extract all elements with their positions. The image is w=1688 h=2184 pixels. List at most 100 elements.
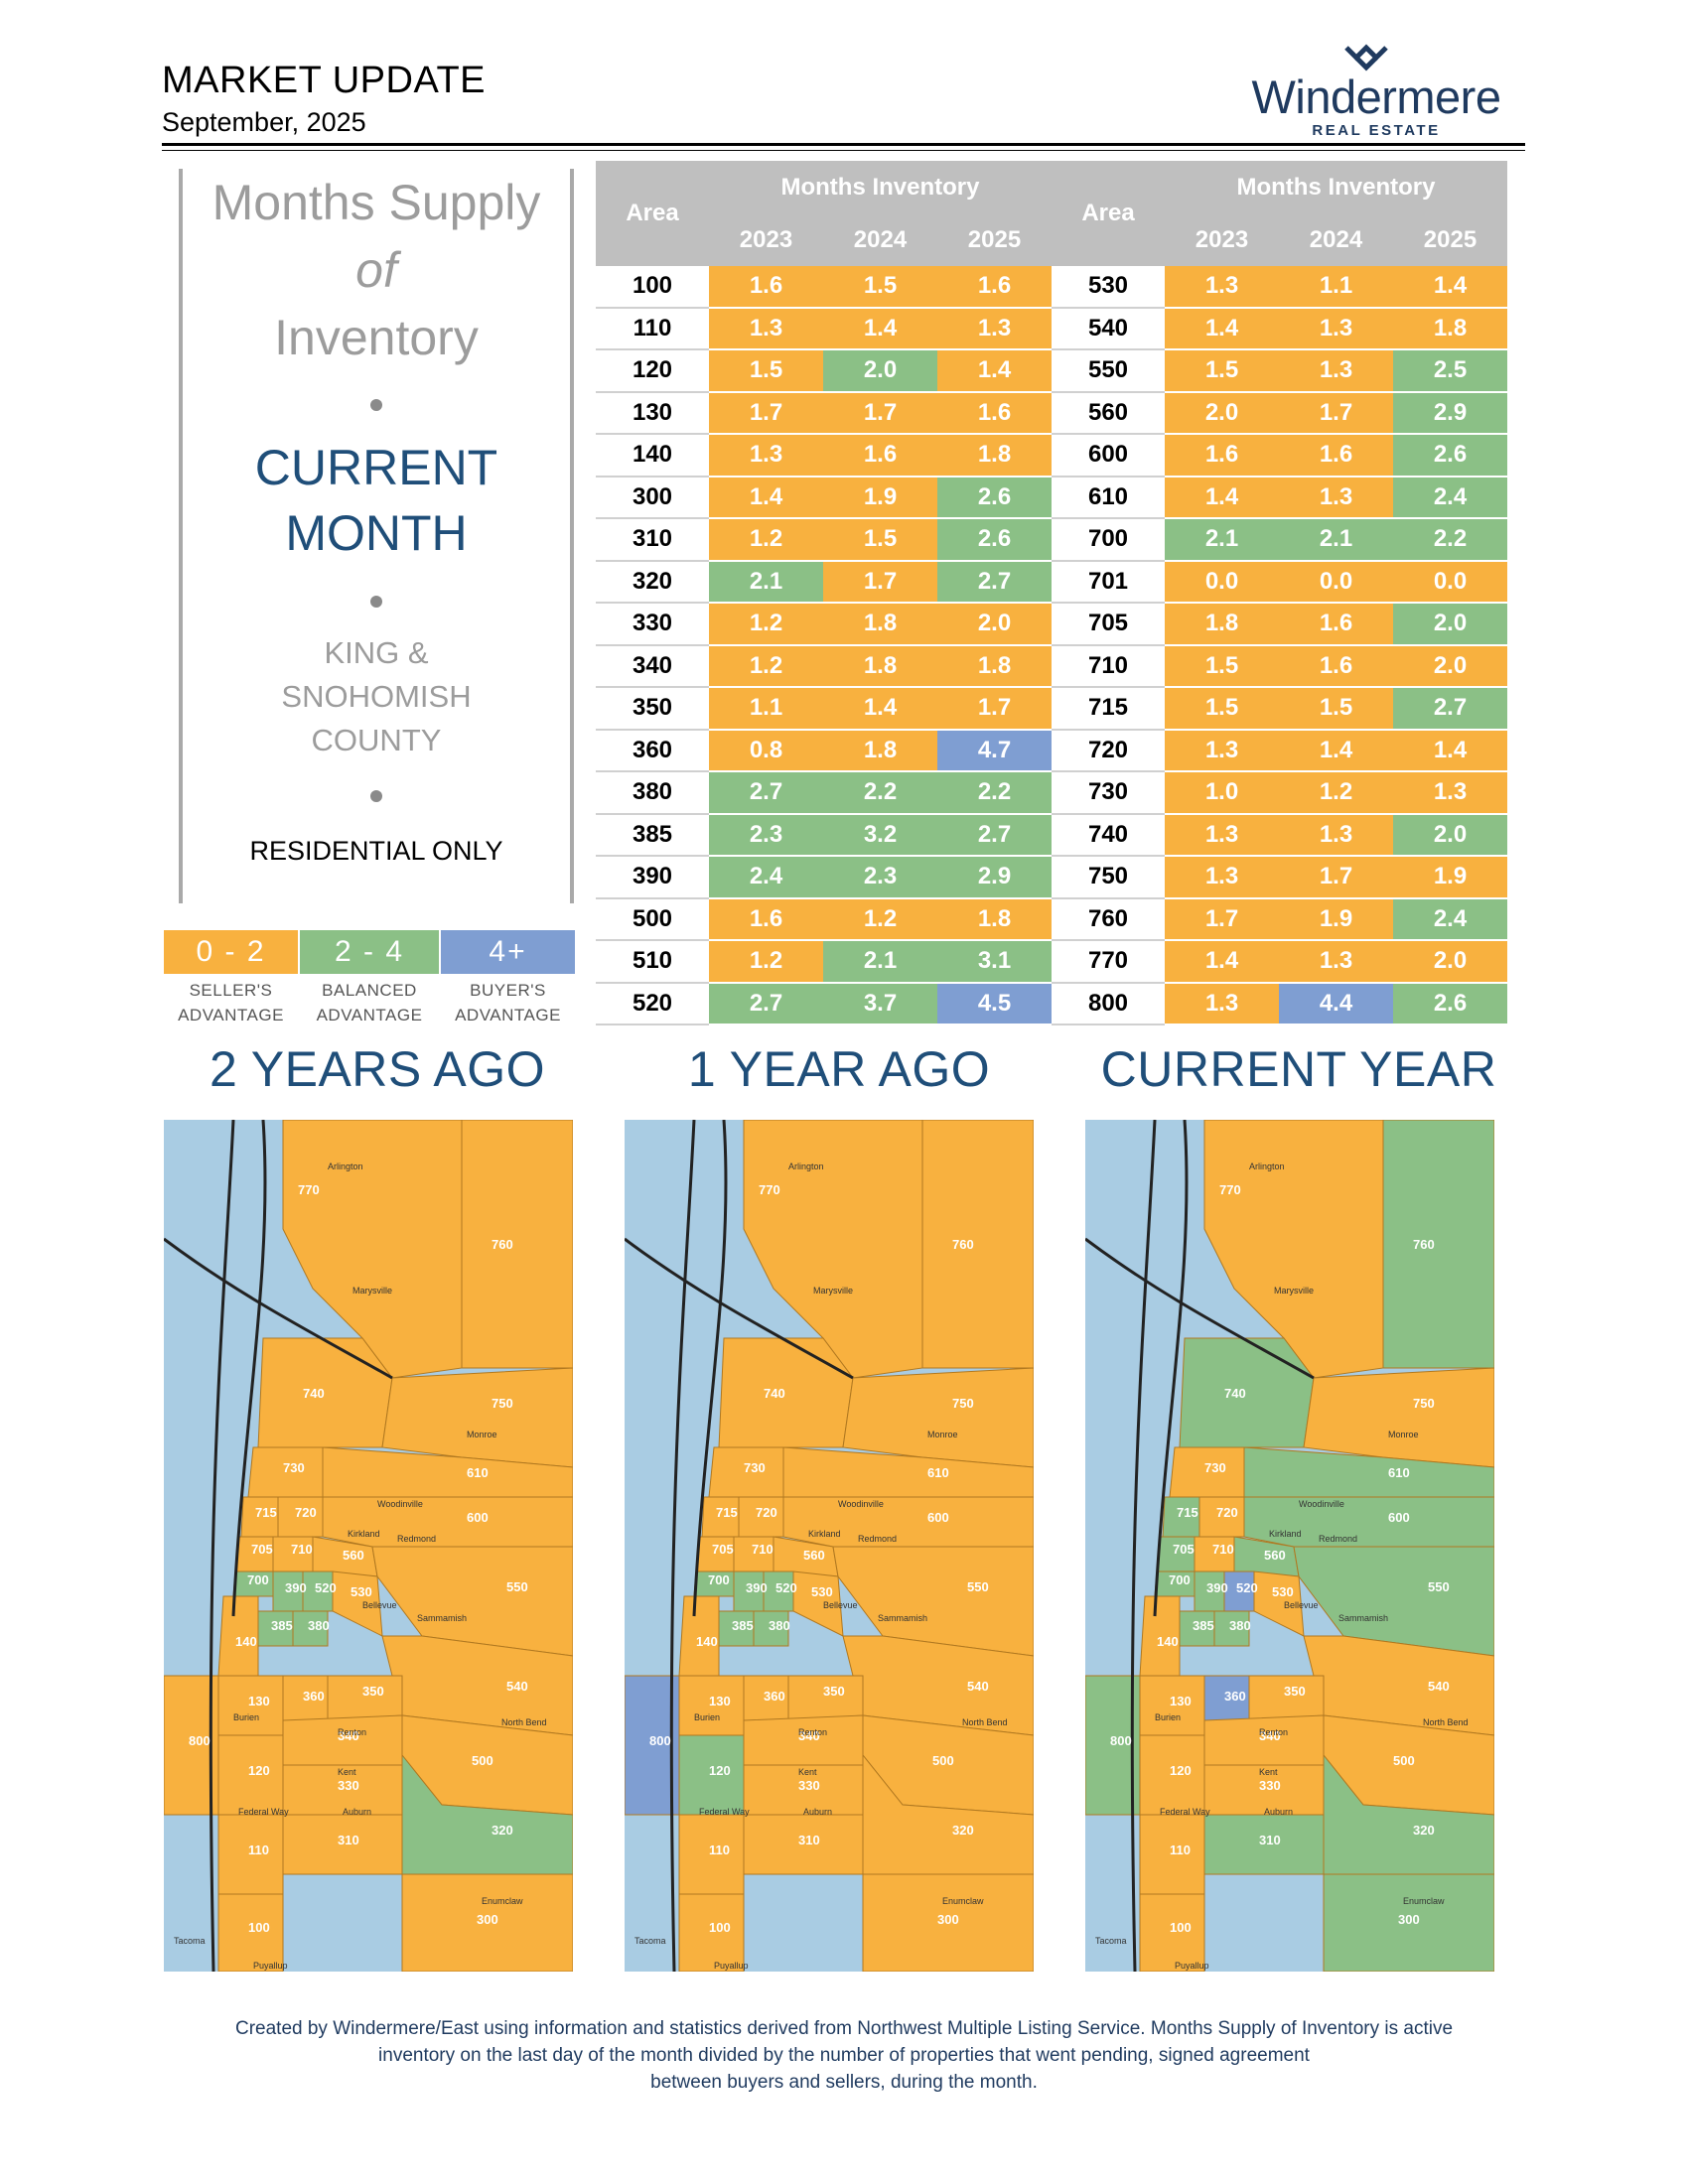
area-cell: 330	[596, 603, 709, 646]
residential-only: RESIDENTIAL ONLY	[249, 836, 503, 866]
title-line-1: Months Supply	[211, 175, 541, 230]
map-area-label: 330	[338, 1778, 359, 1793]
inventory-value-cell: 2.1	[709, 560, 823, 604]
area-cell: 340	[596, 644, 709, 688]
area-cell: 600	[1052, 434, 1165, 478]
inventory-value-cell: 1.4	[1279, 729, 1393, 772]
inventory-value-cell: 2.3	[823, 856, 937, 899]
inventory-value-cell: 2.0	[937, 603, 1052, 646]
highway-line	[1153, 1120, 1189, 1617]
map-region-300	[401, 1873, 573, 1972]
map-area-label: 750	[492, 1396, 513, 1411]
inventory-value-cell: 2.6	[937, 476, 1052, 519]
year-header: 2025	[1393, 214, 1507, 266]
map-area-label: 500	[472, 1753, 493, 1768]
inventory-value-cell: 1.6	[937, 391, 1052, 435]
map-area-label: 130	[1170, 1694, 1192, 1708]
table-row: 385 2.3 3.2 2.7 740 1.3 1.3 2.0	[596, 813, 1507, 857]
inventory-value-cell: 2.7	[709, 771, 823, 815]
map-place-label: Renton	[338, 1727, 366, 1737]
area-cell: 740	[1052, 813, 1165, 857]
inventory-value-cell: 1.2	[1279, 771, 1393, 815]
area-cell: 770	[1052, 940, 1165, 984]
map-place-label: Federal Way	[1160, 1807, 1210, 1817]
title-panel: Months Supply of Inventory CURRENT MONTH…	[179, 169, 574, 903]
map-area-label: 350	[362, 1684, 384, 1699]
map-area-label: 760	[492, 1237, 513, 1252]
table-row: 500 1.6 1.2 1.8 760 1.7 1.9 2.4	[596, 897, 1507, 941]
map-area-label: 750	[952, 1396, 974, 1411]
inventory-value-cell: 1.6	[823, 434, 937, 478]
legend-balanced-swatch: 2 - 4	[300, 930, 439, 974]
map-place-label: Tacoma	[1095, 1936, 1127, 1946]
inventory-value-cell: 2.0	[823, 349, 937, 393]
map-place-label: Arlington	[788, 1161, 824, 1171]
map-area-label: 560	[343, 1548, 364, 1563]
map-place-label: Arlington	[1249, 1161, 1285, 1171]
map-area-label: 140	[1157, 1634, 1179, 1649]
inventory-value-cell: 1.3	[709, 434, 823, 478]
inventory-value-cell: 1.7	[937, 687, 1052, 731]
table-row: 390 2.4 2.3 2.9 750 1.3 1.7 1.9	[596, 856, 1507, 899]
map-area-label: 320	[952, 1823, 974, 1838]
inventory-value-cell: 1.7	[1279, 391, 1393, 435]
inventory-value-cell: 2.6	[1393, 434, 1507, 478]
area-cell: 120	[596, 349, 709, 393]
inventory-value-cell: 1.3	[1165, 813, 1279, 857]
months-inventory-header: Months Inventory	[1165, 161, 1507, 214]
year-header: 2024	[823, 214, 937, 266]
area-cell: 730	[1052, 771, 1165, 815]
inventory-value-cell: 2.5	[1393, 349, 1507, 393]
map-region-740	[718, 1337, 854, 1448]
map-area-label: 730	[744, 1460, 766, 1475]
inventory-value-cell: 2.1	[1279, 518, 1393, 562]
inventory-value-cell: 1.7	[823, 560, 937, 604]
map-area-label: 770	[1219, 1182, 1241, 1197]
map-area-label: 110	[709, 1843, 730, 1857]
inventory-value-cell: 0.0	[1165, 560, 1279, 604]
inventory-value-cell: 1.7	[709, 391, 823, 435]
inventory-value-cell: 1.4	[1165, 940, 1279, 984]
area-cell: 800	[1052, 982, 1165, 1025]
map-area-label: 710	[752, 1542, 774, 1557]
map-area-label: 100	[248, 1920, 270, 1935]
map-place-label: Arlington	[328, 1161, 363, 1171]
table-row: 110 1.3 1.4 1.3 540 1.4 1.3 1.8	[596, 307, 1507, 350]
map-area-label: 300	[937, 1912, 959, 1927]
map-place-label: Bellevue	[362, 1600, 397, 1610]
map-area-label: 380	[308, 1618, 330, 1633]
map-region-760	[1382, 1120, 1494, 1369]
map-area-label: 310	[1259, 1833, 1281, 1847]
map-place-label: Auburn	[343, 1807, 371, 1817]
inventory-value-cell: 1.6	[1279, 644, 1393, 688]
map-region-600	[1243, 1496, 1494, 1548]
inventory-value-cell: 2.2	[823, 771, 937, 815]
map-region-380	[292, 1610, 329, 1647]
map-area-label: 360	[764, 1689, 785, 1704]
map-area-label: 530	[1272, 1584, 1294, 1599]
map-area-label: 330	[1259, 1778, 1281, 1793]
map-area-label: 100	[1170, 1920, 1192, 1935]
map-region-600	[782, 1496, 1034, 1548]
map-place-label: Enumclaw	[482, 1896, 523, 1906]
map-area-label: 520	[775, 1580, 797, 1595]
county-line-2: SNOHOMISH	[281, 679, 472, 714]
map-area-label: 140	[696, 1634, 718, 1649]
inventory-value-cell: 1.1	[1279, 266, 1393, 309]
header-rule-thin	[162, 150, 1525, 151]
inventory-value-cell: 1.2	[709, 518, 823, 562]
map-area-label: 560	[1264, 1548, 1286, 1563]
map-area-label: 500	[1393, 1753, 1415, 1768]
table-row: 120 1.5 2.0 1.4 550 1.5 1.3 2.5	[596, 349, 1507, 393]
inventory-value-cell: 3.1	[937, 940, 1052, 984]
table-row: 140 1.3 1.6 1.8 600 1.6 1.6 2.6	[596, 434, 1507, 478]
map-area-label: 720	[756, 1505, 777, 1520]
inventory-value-cell: 1.3	[709, 307, 823, 350]
map-area-label: 705	[1173, 1542, 1195, 1557]
inventory-value-cell: 1.0	[1165, 771, 1279, 815]
map-area-label: 720	[295, 1505, 317, 1520]
inventory-value-cell: 1.5	[1165, 349, 1279, 393]
map-area-label: 540	[967, 1679, 989, 1694]
map-place-label: Woodinville	[838, 1499, 884, 1509]
map-area-label: 610	[927, 1465, 949, 1480]
